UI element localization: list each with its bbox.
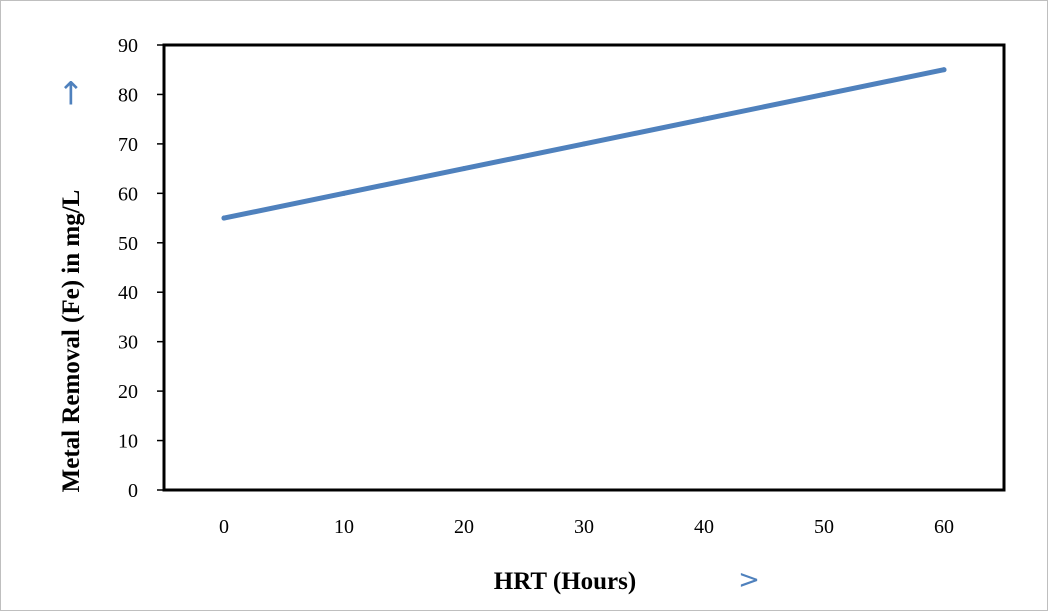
x-tick-label: 50 <box>814 516 834 538</box>
y-tick-label: 40 <box>118 282 138 304</box>
y-tick-label: 50 <box>118 233 138 255</box>
plot-area <box>162 43 1006 492</box>
x-tick-label: 0 <box>219 516 229 538</box>
x-tick-label: 30 <box>574 516 594 538</box>
y-tick-label: 70 <box>118 134 138 156</box>
y-tick-label: 0 <box>128 480 138 502</box>
y-tick-label: 80 <box>118 84 138 106</box>
y-axis-ticks: 0 10 20 30 40 50 60 70 80 90 <box>118 35 164 502</box>
data-point <box>701 116 707 122</box>
data-point <box>341 190 347 196</box>
data-point <box>941 67 947 73</box>
y-axis-arrow: → <box>51 80 89 107</box>
data-point <box>581 141 587 147</box>
data-point <box>821 91 827 97</box>
x-tick-label: 60 <box>934 516 954 538</box>
y-axis-title: Metal Removal (Fe) in mg/L <box>58 190 85 493</box>
x-axis-arrow: > <box>738 565 760 595</box>
x-axis-ticks: 0 10 20 30 40 50 60 <box>219 516 954 538</box>
data-point <box>461 166 467 172</box>
series-layer <box>221 67 947 221</box>
y-tick-label: 30 <box>118 332 138 354</box>
y-tick-label: 10 <box>118 431 138 453</box>
y-tick-label: 60 <box>118 183 138 205</box>
x-tick-label: 20 <box>454 516 474 538</box>
y-tick-label: 20 <box>118 381 138 403</box>
data-point <box>221 215 227 221</box>
x-tick-label: 10 <box>334 516 354 538</box>
x-tick-label: 40 <box>694 516 714 538</box>
y-tick-label: 90 <box>118 35 138 57</box>
x-axis-title: HRT (Hours) <box>494 568 636 595</box>
